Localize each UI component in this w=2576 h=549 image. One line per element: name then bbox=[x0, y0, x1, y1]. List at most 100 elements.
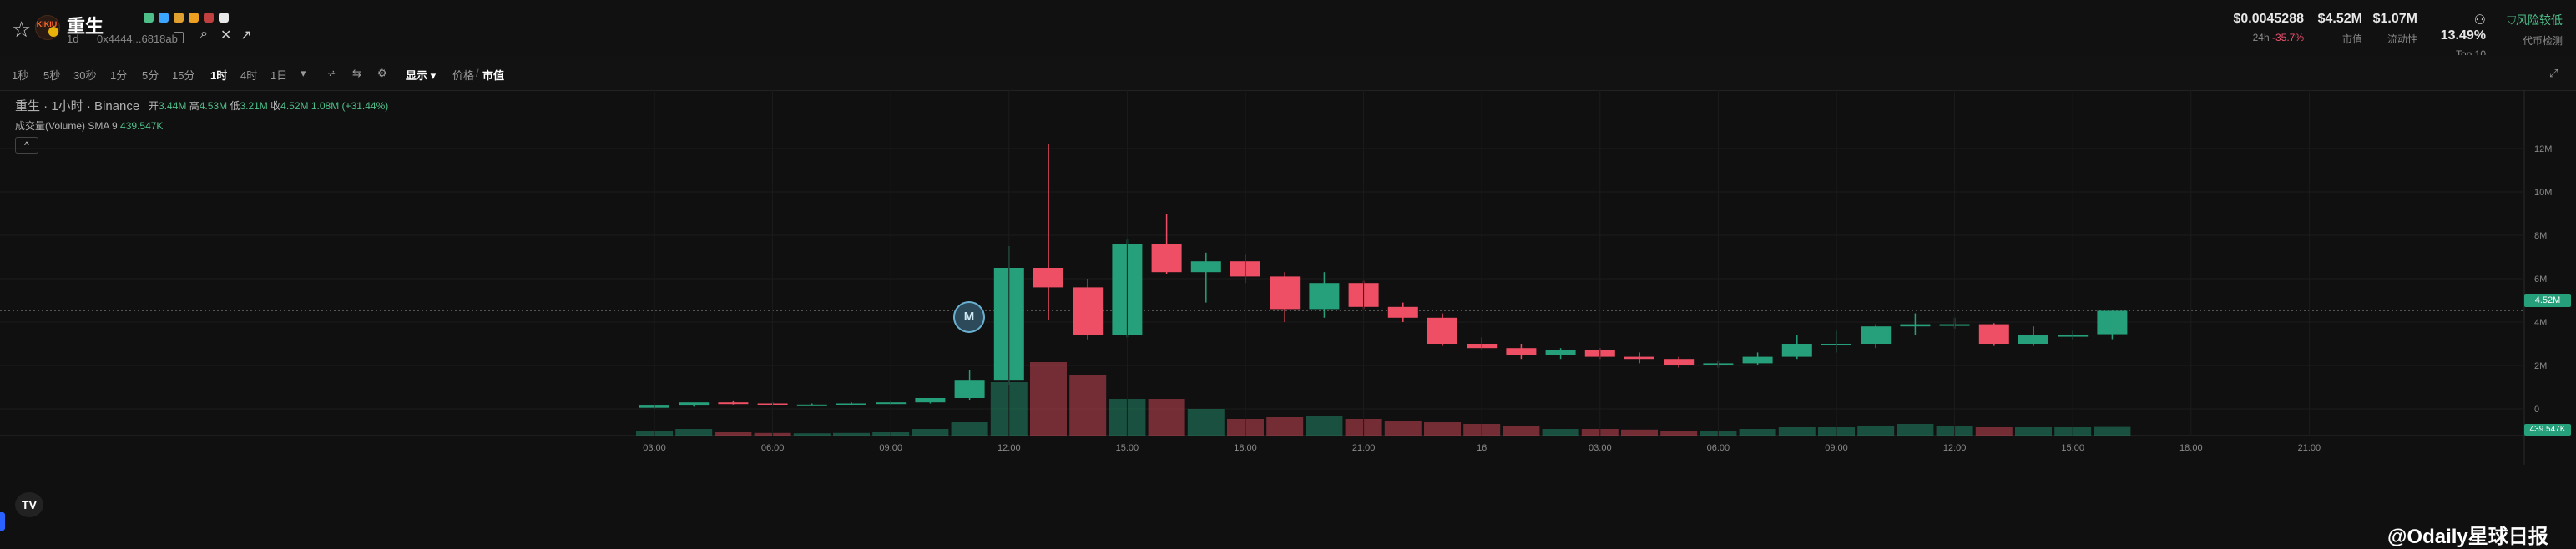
volume-bar bbox=[1778, 427, 1816, 436]
copy-icon[interactable] bbox=[174, 32, 184, 43]
volume-bar bbox=[675, 429, 713, 436]
volume-bar bbox=[1503, 426, 1540, 436]
volume-bar bbox=[793, 433, 831, 436]
x-icon[interactable]: ✕ bbox=[220, 28, 232, 43]
tradingview-logo[interactable]: TV bbox=[15, 492, 43, 517]
current-price-tag: 4.52M bbox=[2524, 294, 2571, 307]
mcap-label: 市值 bbox=[2341, 33, 2362, 45]
search-icon[interactable]: ⌕ bbox=[200, 27, 208, 41]
interval-5m[interactable]: 5分 bbox=[142, 69, 159, 82]
star-icon[interactable]: ☆ bbox=[12, 17, 32, 42]
candle-body bbox=[1270, 276, 1301, 310]
candle-body bbox=[1427, 317, 1457, 344]
fullscreen-icon[interactable]: ⤢ bbox=[2549, 67, 2558, 79]
interval-1m[interactable]: 1分 bbox=[110, 69, 128, 82]
price-value: $0.0045288 bbox=[2233, 12, 2304, 26]
top10-value: 13.49% bbox=[2440, 28, 2486, 43]
token-address: 0x4444...6818ab bbox=[97, 33, 178, 45]
settings-icon[interactable]: ⚙ bbox=[377, 67, 387, 79]
external-link-icon[interactable]: ↗ bbox=[240, 28, 252, 43]
volume-bar bbox=[951, 422, 988, 436]
candle-body bbox=[1506, 348, 1537, 355]
mcap-value: $4.52M bbox=[2317, 12, 2362, 26]
telegram-icon[interactable] bbox=[159, 13, 169, 23]
candle-body bbox=[1073, 287, 1104, 335]
interval-4h[interactable]: 4时 bbox=[240, 69, 258, 82]
candle-body bbox=[718, 402, 749, 405]
interval-1d[interactable]: 1日 bbox=[270, 69, 288, 82]
time-tick-label: 15:00 bbox=[2061, 443, 2084, 453]
time-tick-label: 06:00 bbox=[761, 443, 785, 453]
candlestick-chart[interactable]: 12M 10M 8M 6M 4M 2M 0 03:00 06:00 09:00 12:00 15:00… bbox=[0, 90, 2576, 465]
price-toggle[interactable]: 价格 bbox=[452, 69, 475, 82]
candle-body bbox=[2018, 335, 2048, 344]
candle-body bbox=[1781, 344, 1812, 357]
interval-dropdown-icon[interactable]: ▾ bbox=[301, 67, 306, 79]
liquidity-value: $1.07M bbox=[2372, 12, 2417, 26]
candle-body bbox=[954, 380, 985, 398]
scroll-handle[interactable] bbox=[0, 512, 5, 531]
candle-body bbox=[1387, 306, 1418, 318]
compare-icon[interactable]: ⇆ bbox=[352, 67, 361, 79]
open-value: 3.44M bbox=[159, 100, 187, 112]
indicator-icon[interactable]: ⩫ bbox=[327, 67, 336, 79]
price-change: -35.7% bbox=[2271, 32, 2304, 43]
interval-5s[interactable]: 5秒 bbox=[43, 69, 61, 82]
price-tick-label: 2M bbox=[2534, 361, 2547, 371]
candle-body bbox=[1190, 261, 1221, 273]
volume-bar bbox=[1266, 417, 1304, 436]
volume-bar bbox=[1542, 429, 1579, 436]
volume-bar bbox=[1306, 416, 1343, 436]
ohlc-readout: 开3.44M 高4.53M 低3.21M 收4.52M 1.08M (+31.4… bbox=[149, 98, 388, 113]
time-tick-label: 12:00 bbox=[1943, 443, 1967, 453]
website-icon[interactable] bbox=[174, 13, 184, 23]
low-label: 低 bbox=[230, 100, 240, 112]
interval-30s[interactable]: 30秒 bbox=[73, 69, 97, 82]
shield-icon: ⛉ bbox=[2507, 13, 2517, 27]
interval-1s[interactable]: 1秒 bbox=[12, 69, 29, 82]
display-button[interactable]: 显示 ▾ bbox=[406, 69, 437, 82]
volume-tag: 439.547K bbox=[2524, 424, 2571, 436]
candle-body bbox=[1309, 283, 1340, 310]
price-tick-label: 8M bbox=[2534, 231, 2547, 241]
mcap-toggle[interactable]: 市值 bbox=[482, 69, 505, 82]
high-value: 4.53M bbox=[199, 100, 228, 112]
volume-bar bbox=[1424, 422, 1461, 436]
volume-bar bbox=[1660, 431, 1698, 436]
toggle-separator: / bbox=[476, 67, 479, 79]
flag-icon bbox=[204, 13, 214, 23]
candle-body bbox=[1978, 324, 2009, 344]
volume-bar bbox=[715, 432, 752, 436]
high-label: 高 bbox=[189, 100, 200, 112]
chart-symbol: 重生 · 1小时 · Binance bbox=[15, 99, 140, 113]
interval-15m[interactable]: 15分 bbox=[172, 69, 195, 82]
volume-bar bbox=[1384, 421, 1422, 436]
volume-bar bbox=[1739, 429, 1776, 436]
verified-icon bbox=[144, 13, 154, 23]
price-tick-label: 12M bbox=[2534, 144, 2552, 154]
volume-bar bbox=[912, 429, 949, 436]
candle-body bbox=[1861, 326, 1892, 344]
price-tick-label: 0 bbox=[2534, 405, 2539, 415]
time-tick-label: 09:00 bbox=[1825, 443, 1848, 453]
candle-body bbox=[836, 403, 866, 405]
volume-label: 成交量(Volume) SMA 9 bbox=[15, 120, 118, 132]
volume-bar bbox=[1857, 426, 1895, 436]
candle-body bbox=[1545, 350, 1576, 355]
volume-bar bbox=[1187, 409, 1225, 436]
candle-body bbox=[1624, 356, 1654, 360]
volume-bar bbox=[1030, 362, 1067, 436]
stat-risk[interactable]: ⛉风险较低 代币检测 bbox=[2496, 12, 2563, 48]
collapse-legend-button[interactable]: ^ bbox=[15, 137, 38, 154]
risk-label: 代币检测 bbox=[2522, 35, 2563, 47]
change-value: 1.08M (+31.44%) bbox=[311, 100, 389, 112]
chart-area[interactable]: 12M 10M 8M 6M 4M 2M 0 03:00 06:00 09:00 12:00 15:00… bbox=[0, 90, 2576, 548]
interval-1h[interactable]: 1时 bbox=[210, 69, 228, 82]
price-tick-label: 10M bbox=[2534, 188, 2552, 198]
candle-body bbox=[915, 398, 946, 403]
chain-badge-icon bbox=[48, 27, 58, 37]
stat-top10: ⚇ 13.49% Top 10 bbox=[2426, 12, 2486, 60]
holders-icon: ⚇ bbox=[2473, 13, 2486, 28]
time-tick-label: 18:00 bbox=[2179, 443, 2203, 453]
migration-marker[interactable]: M bbox=[953, 301, 985, 333]
